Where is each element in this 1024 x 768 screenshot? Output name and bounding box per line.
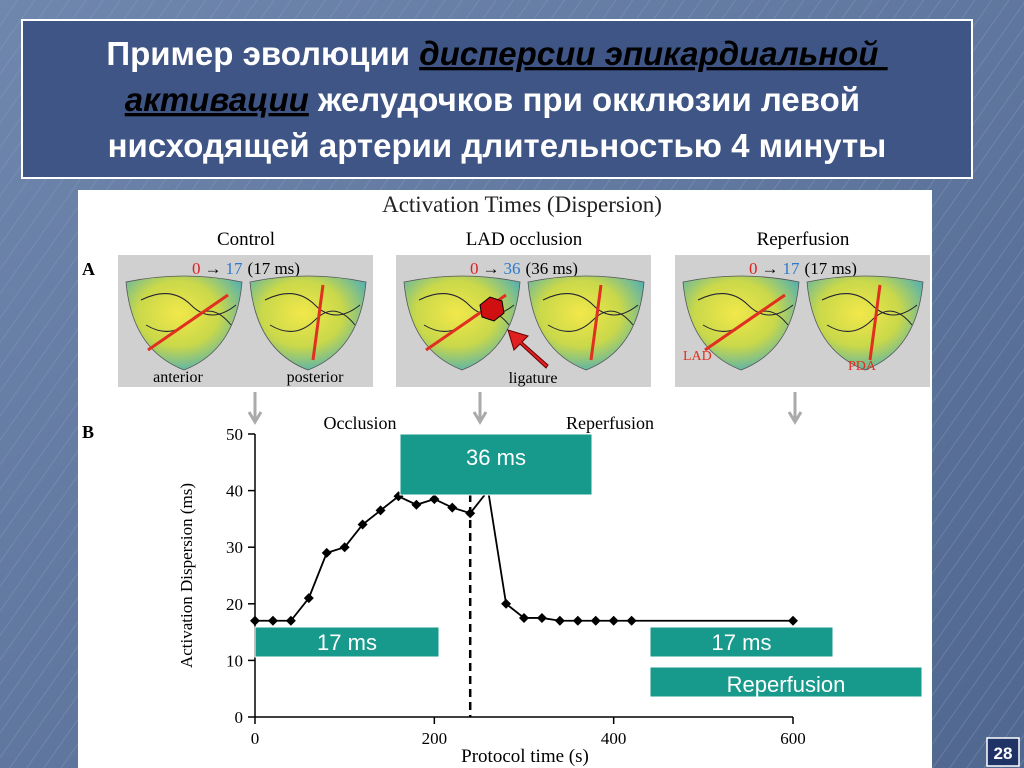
- ligature-arrow: [507, 329, 549, 369]
- isochrones: [821, 293, 918, 332]
- view-label: anterior: [153, 369, 203, 386]
- x-tick-label: 0: [251, 729, 260, 748]
- page-number: 28: [994, 744, 1013, 763]
- title-part: желудочков при окклюзии левой: [309, 81, 860, 118]
- ligature-marker: [479, 296, 505, 322]
- panel-title: Reperfusion: [757, 229, 850, 250]
- data-point: [608, 615, 619, 626]
- range-label: 0 → 17 (17 ms): [749, 259, 857, 278]
- range-duration: (17 ms): [248, 259, 300, 278]
- data-point: [411, 499, 422, 510]
- range-label: 0 → 17 (17 ms): [192, 259, 300, 278]
- callout-box: [254, 626, 440, 658]
- heart-map: [249, 275, 367, 371]
- data-point: [501, 598, 512, 609]
- data-point: [626, 615, 637, 626]
- y-tick-label: 10: [226, 651, 243, 670]
- y-tick-label: 50: [226, 425, 243, 444]
- title-part: активации: [125, 81, 309, 118]
- y-tick-label: 0: [235, 708, 244, 727]
- data-point: [465, 508, 476, 519]
- page-number-box: [986, 737, 1020, 767]
- panel-label: A: [82, 259, 95, 279]
- down-arrow: [247, 392, 263, 425]
- isochrones: [264, 293, 361, 332]
- data-point: [536, 612, 547, 623]
- data-point: [375, 505, 386, 516]
- range-duration: (17 ms): [805, 259, 857, 278]
- x-tick-label: 200: [422, 729, 448, 748]
- slide-title: Пример эволюции дисперсии эпикардиальной…: [106, 35, 887, 164]
- ligature-label: ligature: [509, 370, 558, 387]
- title-part: нисходящей артерии длительностью 4 минут…: [108, 127, 887, 164]
- title-part: дисперсии эпикардиальной: [419, 35, 887, 72]
- heart-map: [527, 275, 645, 371]
- data-point: [339, 542, 350, 553]
- range-from: 0: [192, 259, 201, 278]
- data-point: [250, 615, 260, 626]
- lad-label: LAD: [683, 349, 712, 364]
- data-point: [447, 502, 458, 513]
- artery: [589, 284, 603, 361]
- y-tick-label: 20: [226, 595, 243, 614]
- data-point: [554, 615, 565, 626]
- y-tick-label: 40: [226, 482, 243, 501]
- x-tick-label: 600: [780, 729, 806, 748]
- range-to: 17: [226, 259, 244, 278]
- annotation: Reperfusion: [566, 413, 654, 433]
- isochrones: [542, 293, 639, 332]
- data-point: [357, 519, 368, 530]
- range-arrow: →: [205, 259, 222, 278]
- callout-text: 17 ms: [712, 630, 772, 655]
- callout-text: 17 ms: [317, 630, 377, 655]
- y-axis-label: Activation Dispersion (ms): [177, 483, 196, 668]
- data-point: [267, 615, 278, 626]
- range-to: 17: [783, 259, 801, 278]
- data-point: [303, 593, 314, 604]
- data-point: [590, 615, 601, 626]
- range-to: 36: [504, 259, 521, 278]
- range-arrow: →: [483, 259, 500, 278]
- x-tick-label: 400: [601, 729, 627, 748]
- data-point: [572, 615, 583, 626]
- artery: [868, 284, 882, 361]
- callout-text: Reperfusion: [727, 672, 846, 697]
- data-point: [285, 615, 296, 626]
- title-part: Пример эволюции: [106, 35, 419, 72]
- callout-box: [649, 666, 923, 698]
- range-duration: (36 ms): [526, 259, 578, 278]
- data-point: [429, 494, 440, 505]
- panel-title: Control: [217, 229, 275, 250]
- range-arrow: →: [762, 259, 779, 278]
- data-point: [788, 615, 798, 626]
- heart-map: [806, 275, 924, 371]
- y-tick-label: 30: [226, 538, 243, 557]
- artery: [147, 293, 229, 352]
- data-point: [519, 612, 529, 623]
- callout-text: 36 ms: [466, 445, 526, 470]
- callout-box: [399, 433, 593, 496]
- callout-box: [649, 626, 834, 658]
- pda-label: PDA: [848, 359, 877, 374]
- range-label: 0 → 36 (36 ms): [470, 259, 578, 278]
- down-arrow: [472, 392, 488, 425]
- title-box: [21, 19, 973, 179]
- view-label: posterior: [287, 369, 345, 386]
- panel-label: B: [82, 422, 94, 442]
- artery: [704, 293, 786, 352]
- range-from: 0: [749, 259, 758, 278]
- figure-title: Activation Times (Dispersion): [382, 192, 662, 217]
- panel-title: LAD occlusion: [466, 229, 583, 250]
- annotation: Occlusion: [324, 413, 397, 433]
- artery: [311, 284, 325, 361]
- data-point: [321, 547, 332, 558]
- range-from: 0: [470, 259, 479, 278]
- x-axis-label: Protocol time (s): [461, 746, 589, 767]
- down-arrow: [787, 392, 803, 425]
